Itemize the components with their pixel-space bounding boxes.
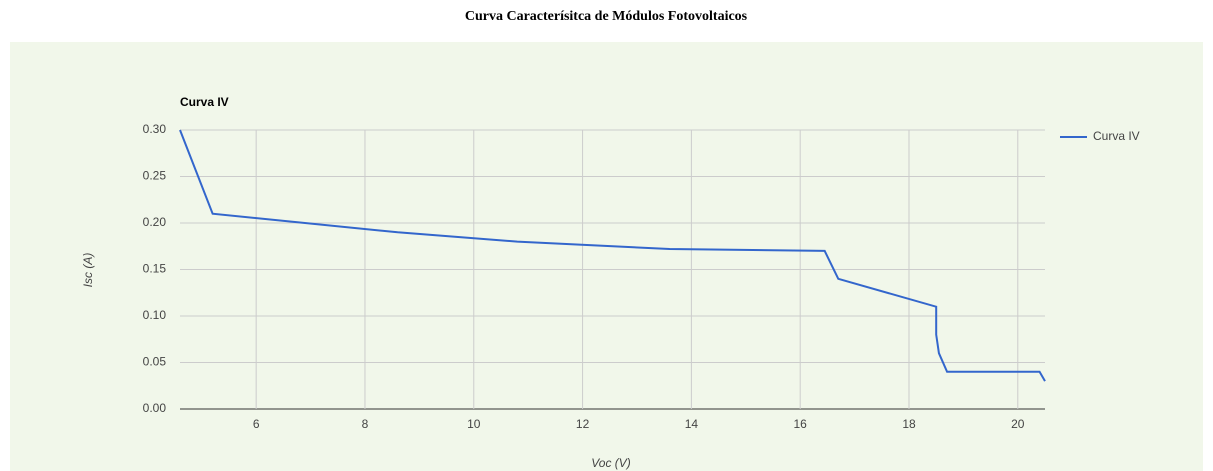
y-tick-label: 0.20: [143, 215, 167, 229]
x-tick-label: 18: [902, 417, 916, 431]
chart-background: [10, 42, 1203, 471]
y-tick-label: 0.30: [143, 122, 167, 136]
x-tick-label: 12: [576, 417, 590, 431]
y-tick-label: 0.25: [143, 169, 167, 183]
legend-label: Curva IV: [1093, 129, 1140, 143]
x-tick-label: 14: [685, 417, 699, 431]
x-tick-label: 20: [1011, 417, 1025, 431]
y-axis-label: Isc (A): [81, 253, 95, 288]
y-tick-label: 0.00: [143, 401, 167, 415]
x-tick-label: 6: [253, 417, 260, 431]
page-title: Curva Caracterísitca de Módulos Fotovolt…: [465, 9, 748, 24]
x-tick-label: 16: [794, 417, 808, 431]
x-tick-label: 10: [467, 417, 481, 431]
data-line: [179, 129, 1046, 382]
x-tick-label: 8: [362, 417, 369, 431]
y-tick-label: 0.10: [143, 308, 167, 322]
y-tick-label: 0.05: [143, 355, 167, 369]
x-axis-label: Voc (V): [591, 456, 631, 470]
chart-title: Curva IV: [180, 95, 229, 109]
y-tick-label: 0.15: [143, 262, 167, 276]
